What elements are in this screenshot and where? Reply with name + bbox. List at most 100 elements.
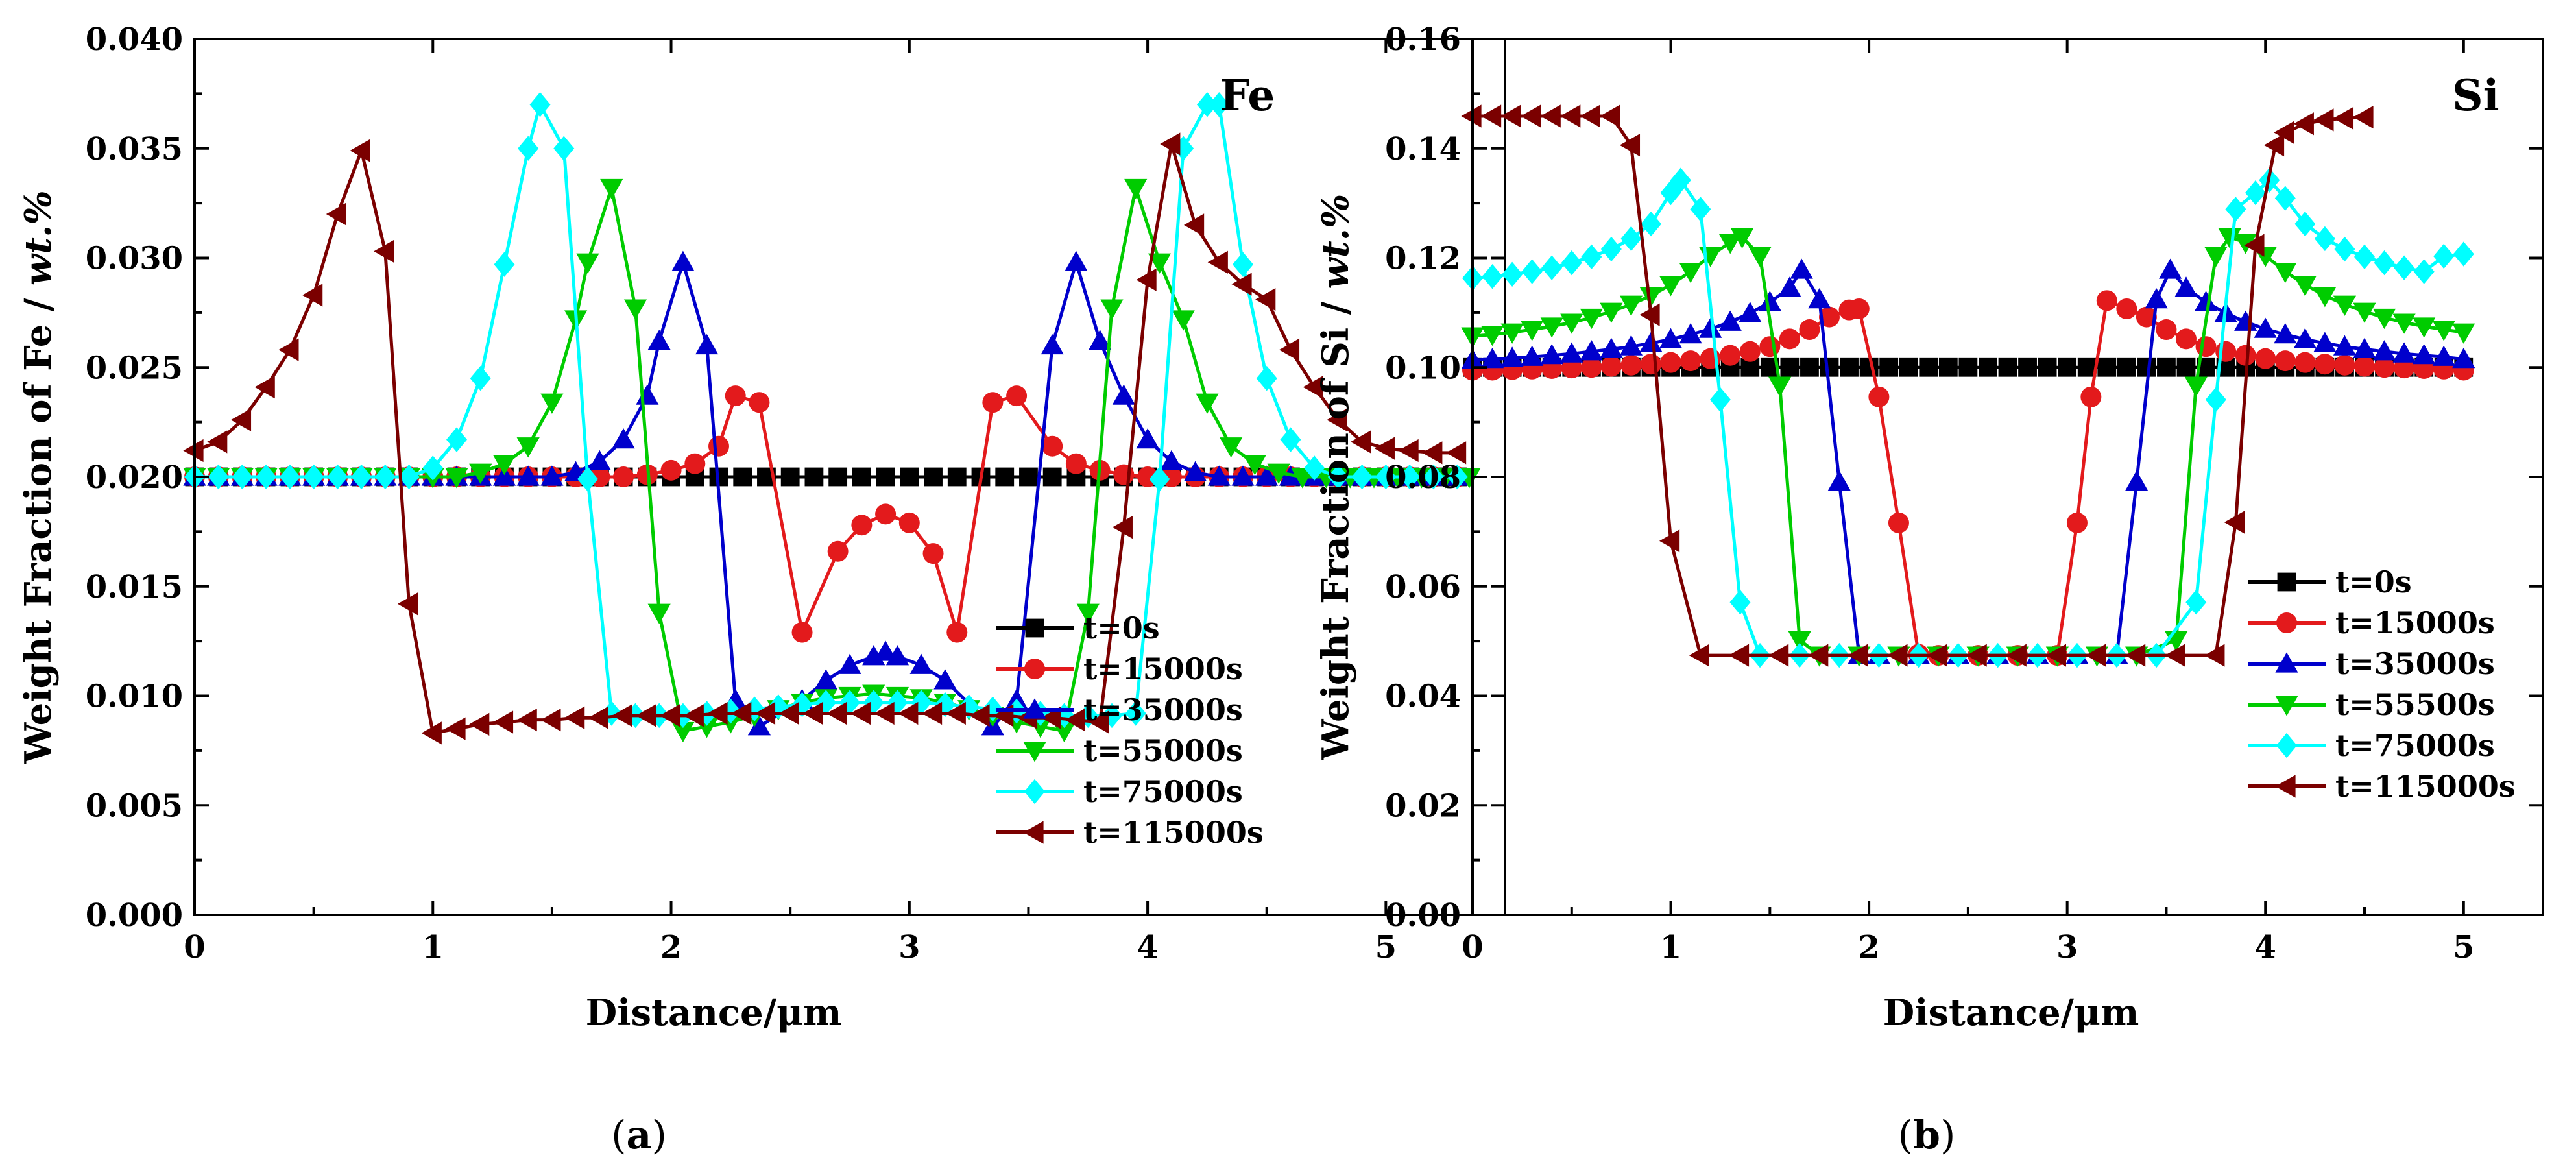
data-point-si-t-55500s-30 <box>2218 228 2241 249</box>
data-point-fe-t-115000s-5 <box>302 284 323 307</box>
data-point-fe-t-115000s-12 <box>469 712 490 736</box>
data-point-si-t-15000s-13 <box>1720 345 1741 366</box>
data-point-si-t-75000s-9 <box>1641 211 1661 237</box>
data-point-fe-t-75000s-53 <box>1423 464 1444 490</box>
data-point-si-t-75000s-12 <box>1690 197 1711 222</box>
data-point-fe-t-115000s-15 <box>540 709 561 732</box>
data-point-si-t-35000s-11 <box>1679 323 1702 344</box>
legend-label-fe-t-15000s: t=15000s <box>1083 651 1243 686</box>
y-tick-label-si-4: 0.08 <box>1385 459 1461 496</box>
data-point-si-t-75000s-4 <box>1541 255 1563 280</box>
data-point-si-t-15000s-28 <box>2066 512 2088 533</box>
data-point-fe-t-35000s-15 <box>540 465 564 486</box>
data-point-fe-t-0s-28 <box>852 467 871 487</box>
x-tick-label-fe-2: 2 <box>660 929 682 965</box>
data-point-si-t-15000s-30 <box>2096 290 2117 311</box>
data-point-fe-t-75000s-45 <box>1233 252 1253 277</box>
data-point-fe-t-115000s-37 <box>1065 709 1085 732</box>
legend-si: t=0s t=15000s t=35000s t=55500s t=75000s t=11… <box>2248 564 2516 804</box>
legend-marker-si-t-55500s <box>2275 696 2298 716</box>
legend-label-si-t-0s: t=0s <box>2335 564 2412 600</box>
data-point-si-t-115000s-1 <box>1480 104 1502 128</box>
data-point-fe-t-35000s-42 <box>1207 465 1231 486</box>
data-point-fe-t-75000s-54 <box>1447 464 1468 490</box>
y-axis-title-si-text: Weight Fraction of Si / <box>1314 289 1357 760</box>
data-point-si-t-55500s-28 <box>2184 376 2208 397</box>
data-point-si-t-35000s-18 <box>1808 288 1831 309</box>
data-point-fe-t-35000s-43 <box>1231 465 1255 486</box>
data-point-si-t-75000s-35 <box>2354 244 2375 270</box>
data-point-fe-t-115000s-42 <box>1183 213 1205 237</box>
data-point-fe-t-35000s-22 <box>695 333 719 355</box>
data-point-si-t-115000s-9 <box>1639 303 1660 326</box>
data-point-si-t-15000s-7 <box>1600 356 1622 377</box>
data-point-si-t-75000s-7 <box>1600 236 1622 262</box>
data-point-si-t-115000s-26 <box>2244 234 2265 257</box>
legend-marker-fe-t-75000s <box>1024 779 1045 805</box>
data-point-si-t-15000s-16 <box>1779 328 1800 350</box>
data-point-si-t-35000s-7 <box>1600 337 1623 359</box>
legend-label-fe-t-75000s: t=75000s <box>1083 774 1243 809</box>
data-point-fe-t-55000s-21 <box>671 721 695 743</box>
data-point-si-t-75000s-31 <box>2274 186 2296 211</box>
data-point-si-t-115000s-29 <box>2293 112 2314 136</box>
data-point-si-t-0s-30 <box>2058 357 2077 377</box>
data-point-fe-t-35000s-38 <box>1112 384 1135 405</box>
data-point-si-t-115000s-13 <box>1768 644 1789 667</box>
data-point-fe-t-35000s-36 <box>1065 250 1088 271</box>
data-point-fe-t-115000s-11 <box>445 717 466 740</box>
data-point-si-t-55500s-15 <box>1748 247 1772 267</box>
data-point-si-t-55500s-3 <box>1521 321 1544 341</box>
data-point-fe-t-55000s-19 <box>623 299 647 320</box>
data-point-si-t-55500s-2 <box>1500 323 1524 344</box>
data-point-fe-t-55000s-14 <box>516 437 540 458</box>
x-tick-label-fe-1: 1 <box>422 929 444 965</box>
y-tick-label-si-8: 0.16 <box>1385 21 1461 58</box>
legend-fe: t=0s t=15000s t=35000s t=55000s t=75000s t=11… <box>996 611 1264 850</box>
data-point-si-t-115000s-15 <box>1848 644 1868 667</box>
data-point-si-t-35000s-37 <box>2293 328 2317 348</box>
data-point-fe-t-35000s-30 <box>885 645 909 666</box>
data-point-si-t-115000s-7 <box>1600 104 1620 128</box>
data-point-fe-t-115000s-45 <box>1255 288 1276 311</box>
element-label-si: Si <box>2452 70 2499 121</box>
data-point-fe-t-0s-30 <box>900 467 919 487</box>
data-point-fe-t-115000s-17 <box>588 706 608 729</box>
y-tick-label-si-6: 0.12 <box>1385 241 1461 277</box>
data-point-si-t-75000s-5 <box>1561 250 1582 276</box>
data-point-fe-t-75000s-4 <box>279 464 300 490</box>
data-point-si-t-35000s-43 <box>2413 344 2436 365</box>
data-point-si-t-15000s-9 <box>1641 354 1661 375</box>
data-point-si-t-35000s-39 <box>2333 335 2357 356</box>
data-point-si-t-55500s-42 <box>2452 323 2475 344</box>
y-tick-label-fe-2: 0.010 <box>86 679 183 715</box>
data-point-fe-t-15000s-35 <box>1065 453 1087 474</box>
data-point-si-t-15000s-42 <box>2334 354 2355 376</box>
y-axis-title-fe-text: Weight Fraction of Fe / <box>17 285 60 764</box>
data-point-fe-t-115000s-20 <box>659 704 680 727</box>
data-point-fe-t-35000s-37 <box>1089 330 1112 350</box>
data-point-si-t-35000s-2 <box>1500 346 1524 367</box>
data-point-si-t-55500s-40 <box>2413 317 2436 338</box>
data-point-si-t-115000s-2 <box>1500 104 1521 128</box>
legend-label-si-t-15000s: t=15000s <box>2335 605 2495 640</box>
data-point-fe-t-75000s-44 <box>1209 92 1230 117</box>
data-point-si-t-115000s-3 <box>1521 104 1541 128</box>
data-point-fe-t-0s-29 <box>876 467 895 487</box>
data-point-fe-t-55000s-13 <box>492 455 516 476</box>
data-point-si-t-55500s-10 <box>1659 276 1683 297</box>
data-point-si-t-0s-29 <box>2038 357 2057 377</box>
data-point-fe-t-35000s-14 <box>516 465 540 486</box>
data-point-fe-t-55000s-20 <box>647 603 671 624</box>
data-point-fe-t-115000s-31 <box>921 701 943 725</box>
data-point-fe-t-35000s-24 <box>747 715 771 736</box>
data-point-si-t-115000s-14 <box>1808 644 1829 667</box>
data-point-si-t-55500s-7 <box>1600 302 1623 323</box>
data-point-si-t-15000s-31 <box>2116 298 2137 319</box>
caption-a: (a) <box>611 1113 667 1158</box>
data-point-si-t-35000s-19 <box>1827 470 1851 491</box>
data-point-si-t-75000s-6 <box>1581 244 1602 270</box>
data-point-si-t-55500s-41 <box>2432 321 2455 341</box>
data-point-fe-t-75000s-42 <box>1173 136 1194 161</box>
data-point-fe-t-55000s-44 <box>1220 437 1243 458</box>
